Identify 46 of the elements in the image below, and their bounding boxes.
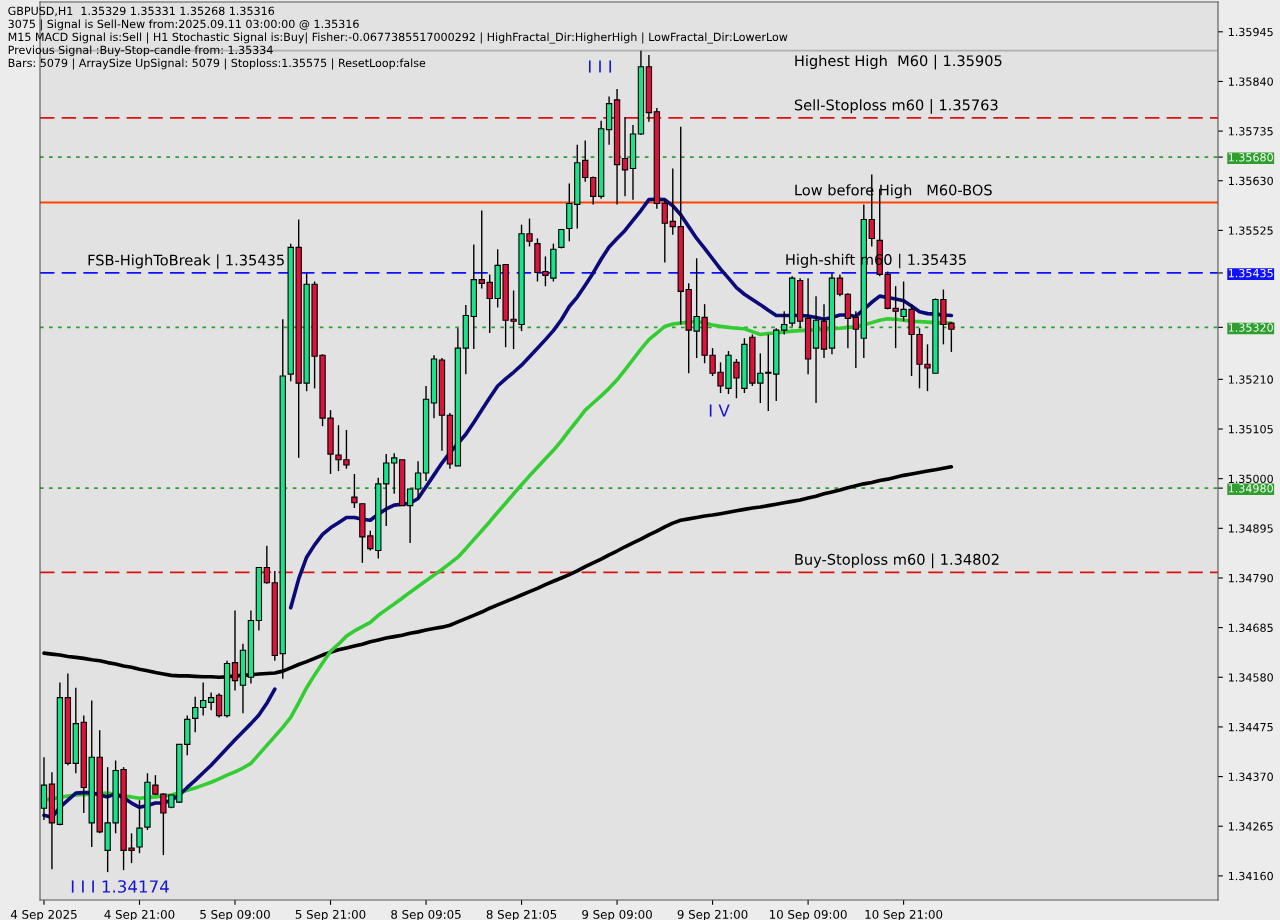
annotation: GBPUSD,H1 1.35329 1.35331 1.35268 1.35316 [8, 6, 275, 17]
y-tick-label: 1.34475 [1228, 722, 1273, 732]
candlestick [215, 692, 223, 719]
y-tick-label: 1.34265 [1228, 822, 1273, 831]
annotation: Bars: 5079 | ArraySize UpSignal: 5079 | Stoploss:1.35575 | ResetLoop:false [8, 58, 426, 70]
y-tick-label: 1.35000 [1228, 474, 1273, 484]
y-tick-label: 1.34685 [1228, 623, 1273, 632]
y-tick-label: 1.34580 [1228, 673, 1273, 682]
y-tick-label: 1.35320 [1228, 323, 1273, 332]
ref-line-label: Sell-Stoploss m60 | 1.35763 [794, 99, 998, 114]
y-tick-label: 1.35435 [1228, 268, 1273, 278]
y-tick-label: 1.35105 [1228, 424, 1273, 434]
annotation: I V [709, 404, 730, 417]
annotation: Previous Signal :Buy-Stop-candle from: 1.35334 [8, 45, 273, 57]
y-tick-label: 1.35735 [1228, 127, 1273, 136]
candlestick [192, 695, 199, 733]
candlestick [199, 681, 207, 717]
ref-line-label: FSB-HighToBreak | 1.35435 [88, 254, 284, 269]
y-tick-label: 1.35840 [1228, 77, 1273, 86]
y-tick-label: 1.34980 [1228, 484, 1273, 493]
ref-line-label: Highest High M60 | 1.35905 [795, 54, 1002, 70]
candlestick [836, 273, 844, 297]
y-tick-label: 1.34790 [1228, 573, 1273, 583]
candlestick [406, 488, 414, 544]
y-tick-label: 1.35945 [1228, 27, 1273, 37]
candlestick [351, 473, 358, 509]
annotation: I I I 1.34174 [71, 880, 169, 893]
y-tick-label: 1.35525 [1228, 226, 1273, 235]
candlestick [661, 198, 668, 264]
y-tick-label: 1.34370 [1228, 772, 1273, 781]
candlestick [852, 310, 860, 369]
y-tick-label: 1.35210 [1228, 375, 1273, 384]
candlestick [40, 756, 48, 821]
annotation: I I I [588, 60, 612, 73]
y-tick-label: 1.34895 [1228, 524, 1273, 533]
annotation: 3075 | Signal is Sell-New from:2025.09.11 03:00:00 @ 1.35316 [8, 19, 359, 31]
y-tick-label: 1.35680 [1228, 153, 1273, 162]
candlestick [590, 175, 597, 206]
ref-line-label: Buy-Stoploss m60 | 1.34802 [795, 553, 999, 569]
annotation: M15 MACD Signal is:Sell | H1 Stochastic Signal is:Buy| Fisher:-0.0677385517000292 | HighFractal_Dir:HigherHigh | LowFractal_Dir:LowerLow [8, 32, 788, 44]
y-tick-label: 1.35630 [1228, 176, 1273, 186]
candlestick [621, 116, 629, 198]
y-tick-label: 1.34160 [1228, 871, 1273, 881]
candlestick [263, 545, 271, 585]
candlestick [414, 460, 422, 499]
candlestick [207, 691, 215, 712]
